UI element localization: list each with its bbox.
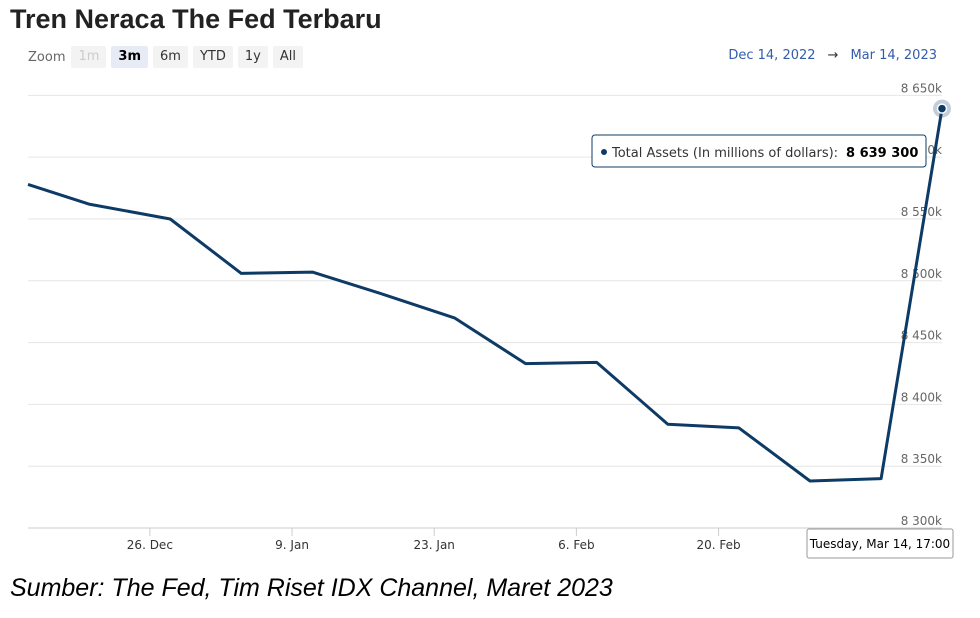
- y-tick-label: 8 550k: [901, 205, 942, 219]
- zoom-1y-button[interactable]: 1y: [237, 46, 268, 68]
- zoom-1m-button[interactable]: 1m: [71, 46, 107, 68]
- data-point-last[interactable]: [936, 103, 948, 114]
- x-tooltip-box: [806, 528, 954, 559]
- x-tooltip-date: Tuesday, Mar 14, 17:00: [809, 537, 950, 551]
- tooltip-value: 8 639 300: [846, 146, 918, 161]
- grid-lines: [28, 94, 942, 529]
- tooltip-bullet-icon: [601, 149, 607, 155]
- series-points: [933, 99, 951, 118]
- y-tick-label: 8 400k: [901, 390, 942, 404]
- x-axis: 26. Dec 9. Jan 23. Jan 6. Feb 20. Feb: [127, 528, 741, 552]
- y-tick-label: 8 500k: [901, 267, 942, 281]
- tooltip: Total Assets (In millions of dollars): 8…: [591, 134, 927, 168]
- x-tick-label: 23. Jan: [414, 538, 455, 552]
- x-tick-label: 9. Jan: [275, 538, 309, 552]
- range-to-input[interactable]: Mar 14, 2023: [850, 48, 937, 63]
- y-tick-label: 8 350k: [901, 452, 942, 466]
- x-tick-label: 20. Feb: [696, 538, 740, 552]
- x-tick-label: 6. Feb: [558, 538, 595, 552]
- source-caption: Sumber: The Fed, Tim Riset IDX Channel, …: [10, 574, 613, 602]
- zoom-6m-button[interactable]: 6m: [153, 46, 188, 68]
- range-from-input[interactable]: Dec 14, 2022: [728, 48, 816, 63]
- date-range: Dec 14, 2022 → Mar 14, 2023: [728, 48, 937, 63]
- y-tick-label: 8 300k: [901, 514, 942, 528]
- zoom-3m-button[interactable]: 3m: [111, 46, 149, 68]
- x-tick-label: 26. Dec: [127, 538, 173, 552]
- zoom-selector: Zoom 1m 3m 6m YTD 1y All: [28, 45, 308, 69]
- y-tick-label: 8 650k: [901, 81, 942, 95]
- zoom-ytd-button[interactable]: YTD: [192, 46, 233, 68]
- x-tooltip: Tuesday, Mar 14, 17:00: [806, 528, 954, 559]
- series-line-total-assets[interactable]: [27, 108, 944, 483]
- tooltip-box: [591, 134, 927, 168]
- range-arrow: →: [827, 48, 839, 63]
- zoom-label: Zoom: [28, 49, 66, 65]
- chart-title: Tren Neraca The Fed Terbaru: [10, 4, 382, 34]
- y-tick-label: 8 450k: [901, 329, 942, 343]
- tooltip-series-label: Total Assets (In millions of dollars):: [611, 146, 838, 161]
- zoom-all-button[interactable]: All: [272, 46, 303, 68]
